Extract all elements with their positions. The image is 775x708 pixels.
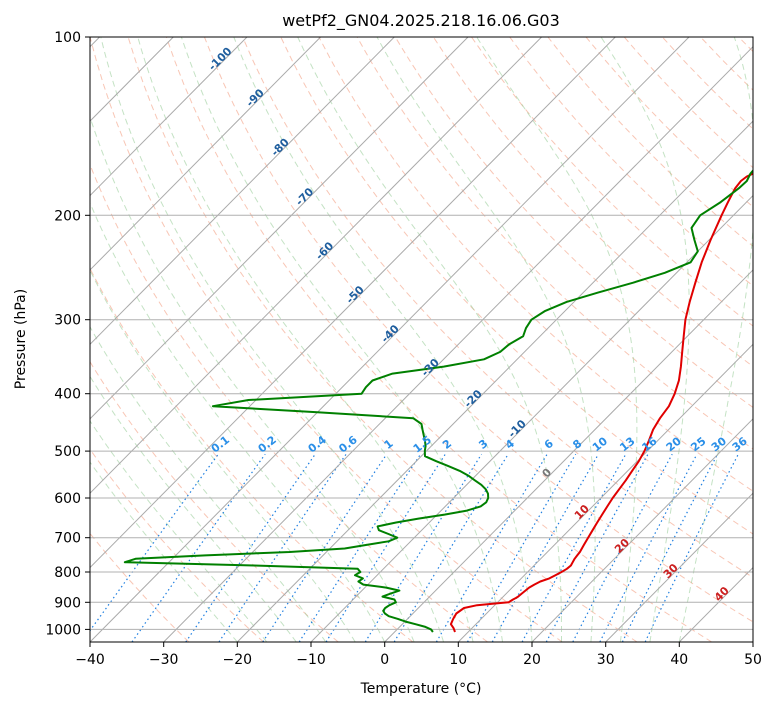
temperature-profile <box>449 172 753 633</box>
y-tick-label: 900 <box>54 595 81 611</box>
moist-adiabat <box>90 325 327 642</box>
moist-adiabat <box>233 37 533 642</box>
dry-adiabat <box>509 37 753 287</box>
isotherm-line <box>90 37 690 642</box>
isotherm-line <box>90 37 542 494</box>
isotherm-line <box>90 37 469 420</box>
y-tick-label: 800 <box>54 565 81 581</box>
moist-adiabat <box>376 37 596 642</box>
mixing-ratio-line <box>218 453 347 642</box>
dry-adiabat <box>318 37 753 492</box>
y-tick-label: 100 <box>54 30 81 46</box>
y-axis-label: Pressure (hPa) <box>13 289 29 389</box>
x-tick-label: 10 <box>449 652 467 668</box>
y-tick-label: 400 <box>54 387 81 403</box>
mixing-ratio-line <box>466 453 577 642</box>
isotherms <box>90 37 753 642</box>
profile-series <box>123 169 753 633</box>
dry-adiabat <box>394 37 753 409</box>
plot-area: 0.1 0.2 0.4 0.6 1 1.5 2 3 4 6 8 10 13 16 20 25 30 36-100-… <box>90 37 753 642</box>
x-tick-label: −20 <box>223 652 253 668</box>
moist-adiabat <box>90 461 238 642</box>
isotherm-line <box>90 37 248 197</box>
dewpoint-profile <box>123 169 753 633</box>
dry-adiabats <box>90 37 753 642</box>
isotherm-line <box>457 343 753 642</box>
mixing-ratio-line <box>298 453 422 642</box>
x-tick-label: −10 <box>296 652 326 668</box>
mixing-ratio-line <box>131 453 266 642</box>
y-tick-label: 200 <box>54 208 81 224</box>
mixing-ratio-line <box>491 453 599 642</box>
dry-adiabat <box>127 37 638 642</box>
x-tick-label: −30 <box>149 652 179 668</box>
y-tick-label: 600 <box>54 491 81 507</box>
dry-adiabat <box>90 37 563 642</box>
x-tick-label: −40 <box>75 652 105 668</box>
axes: −40 −30 −20 −10 0 10 20 30 40 50 100 200 300 400 500 60… <box>45 30 762 668</box>
chart-title: wetPf2_GN04.2025.218.16.06.G03 <box>282 11 560 31</box>
isotherm-line <box>163 45 753 642</box>
moist-adiabat <box>100 37 445 642</box>
mixing-ratio-line <box>90 453 219 632</box>
isotherm-line <box>531 418 753 642</box>
x-tick-label: 30 <box>597 652 615 668</box>
mixing-ratio-line <box>599 453 698 642</box>
mixing-ratio-line <box>262 453 388 642</box>
isotherm-line <box>310 194 753 642</box>
mixing-ratio-line <box>364 453 483 642</box>
x-axis-label: Temperature (°C) <box>360 681 482 697</box>
mixing-ratio-line <box>621 453 719 642</box>
dry-adiabat <box>471 37 753 327</box>
mixing-ratio-line <box>325 453 446 642</box>
moist-adiabat <box>678 37 753 642</box>
moist-adiabat <box>90 201 386 642</box>
x-tick-label: 50 <box>744 652 762 668</box>
dry-adiabat <box>203 37 753 623</box>
moist-adiabat <box>90 269 356 642</box>
isotherm-line <box>90 37 616 569</box>
isotherm-line <box>236 120 753 642</box>
y-tick-label: 700 <box>54 531 81 547</box>
y-tick-label: 300 <box>54 313 81 329</box>
y-tick-label: 500 <box>54 444 81 460</box>
isotherm-line <box>90 37 321 271</box>
mixing-ratio-lines <box>90 453 739 642</box>
dry-adiabat <box>165 37 712 642</box>
dry-adiabat <box>356 37 753 450</box>
plot-frame <box>89 36 754 643</box>
x-tick-label: 20 <box>523 652 541 668</box>
isotherm-line <box>605 492 753 642</box>
mixing-ratio-line <box>572 453 673 642</box>
moist-adiabats <box>90 37 753 642</box>
y-tick-label: 1000 <box>45 622 81 638</box>
dry-adiabat <box>432 37 753 368</box>
moist-adiabat <box>90 375 297 642</box>
x-tick-label: 40 <box>670 652 688 668</box>
moist-adiabat <box>600 37 690 642</box>
dry-adiabat <box>90 448 264 642</box>
x-tick-label: 0 <box>380 652 389 668</box>
moist-adiabat <box>297 37 562 642</box>
dry-adiabat <box>90 267 414 642</box>
isotherm-line <box>90 37 395 346</box>
moist-adiabat <box>180 37 503 642</box>
moist-adiabat <box>476 37 638 642</box>
moist-adiabat <box>137 37 474 642</box>
moist-adiabat <box>90 420 268 642</box>
pressure-gridlines <box>90 37 753 630</box>
mixing-ratio-line <box>185 453 316 642</box>
